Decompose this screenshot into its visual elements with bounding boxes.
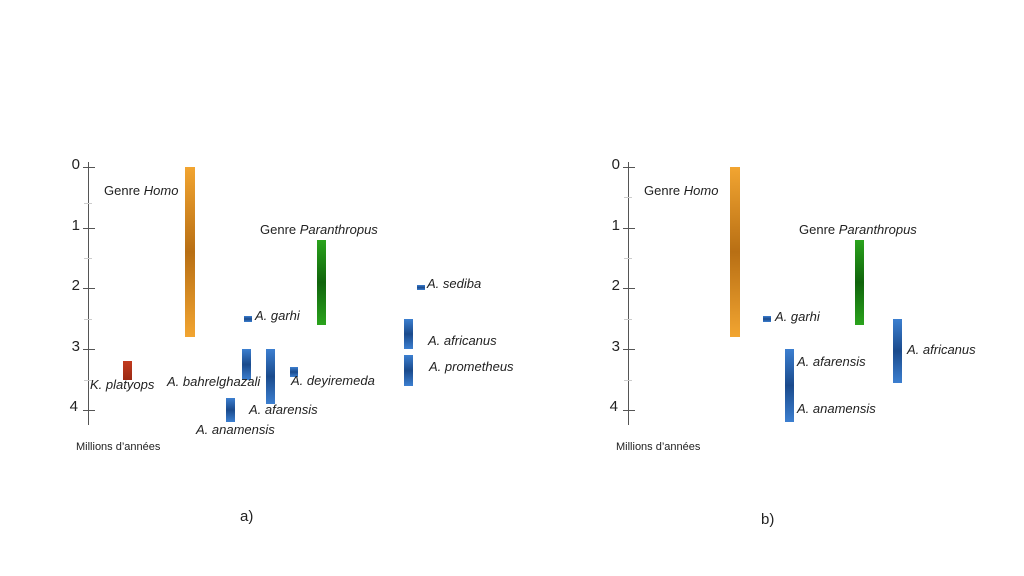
minor-tick	[624, 380, 632, 381]
axis-unit-label: Millions d’années	[76, 441, 161, 453]
tick-label: 1	[611, 217, 620, 234]
label-genre-paranthropus: Genre Paranthropus	[260, 222, 378, 237]
tick	[623, 228, 635, 229]
tick	[83, 288, 95, 289]
tick	[83, 167, 95, 168]
label-a-afarensis: A. afarensis	[249, 402, 318, 417]
label-a-anamensis: A. anamensis	[797, 401, 876, 416]
minor-tick	[84, 319, 92, 320]
label-a-garhi: A. garhi	[255, 308, 300, 323]
minor-tick	[84, 203, 92, 204]
tick-label: 1	[71, 217, 80, 234]
bar-paranthropus	[855, 239, 864, 325]
bar-a-africanus	[893, 318, 902, 383]
bar-a-garhi	[244, 315, 252, 322]
minor-tick	[624, 258, 632, 259]
bar-paranthropus	[317, 239, 326, 325]
label-a-deyiremeda: A. deyiremeda	[291, 373, 375, 388]
label-genre-homo: Genre Homo	[644, 183, 719, 198]
tick	[83, 410, 95, 411]
tick-label: 2	[611, 277, 620, 294]
tick	[83, 349, 95, 350]
bar-a-garhi	[763, 315, 771, 322]
tick-label: 0	[71, 156, 80, 173]
tick-label: 3	[71, 338, 80, 355]
caption-a: a)	[240, 508, 254, 525]
tick-label: 4	[609, 398, 618, 415]
bar-a-anamensis	[226, 397, 235, 423]
label-a-garhi: A. garhi	[775, 309, 820, 324]
tick	[623, 410, 635, 411]
minor-tick	[84, 258, 92, 259]
label-genre-homo: Genre Homo	[104, 183, 179, 198]
label-a-prometheus: A. prometheus	[429, 359, 514, 374]
axis-unit-label: Millions d’années	[616, 441, 701, 453]
bar-k-platyops	[123, 361, 132, 380]
bar-a-africanus	[404, 318, 413, 350]
bar-a-afarensis-anamensis	[785, 349, 794, 423]
label-genre-paranthropus: Genre Paranthropus	[799, 222, 917, 237]
minor-tick	[624, 319, 632, 320]
bar-homo	[185, 167, 195, 338]
tick	[623, 167, 635, 168]
bar-a-afarensis	[266, 349, 275, 404]
tick-label: 3	[611, 338, 620, 355]
tick-label: 2	[71, 277, 80, 294]
bar-a-bahrelghazali	[242, 349, 251, 380]
label-a-africanus: A. africanus	[907, 342, 976, 357]
bar-a-prometheus	[404, 355, 413, 386]
label-k-platyops: K. platyops	[90, 377, 155, 392]
minor-tick	[624, 197, 632, 198]
tick	[623, 349, 635, 350]
label-a-bahrelghazali: A. bahrelghazali	[167, 374, 261, 389]
time-axis	[88, 162, 89, 425]
label-a-afarensis: A. afarensis	[797, 354, 866, 369]
label-a-africanus: A. africanus	[428, 333, 497, 348]
label-a-sediba: A. sediba	[427, 276, 482, 291]
tick	[83, 228, 95, 229]
caption-b: b)	[761, 511, 775, 528]
label-a-anamensis: A. anamensis	[196, 422, 275, 437]
time-axis	[628, 162, 629, 425]
bar-a-sediba	[417, 285, 425, 290]
tick-label: 4	[69, 398, 78, 415]
tick	[623, 288, 635, 289]
bar-a-deyiremeda	[290, 367, 298, 377]
tick-label: 0	[611, 156, 620, 173]
bar-homo	[730, 167, 740, 338]
minor-tick	[84, 380, 92, 381]
